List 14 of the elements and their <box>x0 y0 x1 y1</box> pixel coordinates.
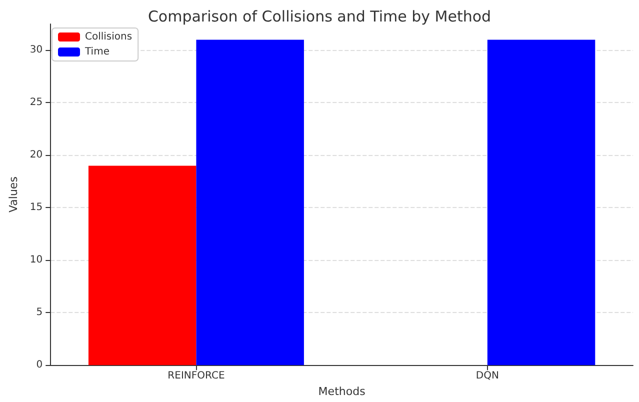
y-tick-label: 25 <box>30 97 43 108</box>
chart-title: Comparison of Collisions and Time by Method <box>148 8 492 26</box>
x-axis-title: Methods <box>318 385 366 398</box>
legend-label: Time <box>84 46 110 58</box>
y-tick-label: 5 <box>36 307 43 318</box>
y-tick-label: 0 <box>36 360 43 371</box>
y-axis-title: Values <box>7 176 20 213</box>
legend-label: Collisions <box>85 32 132 42</box>
y-tick-label: 30 <box>30 44 43 56</box>
x-tick-label: DQN <box>476 370 499 382</box>
y-tick-label: 20 <box>30 150 43 161</box>
x-tick-label: REINFORCE <box>168 370 225 382</box>
y-tick-label: 15 <box>30 202 43 214</box>
y-tick-label: 10 <box>30 254 43 266</box>
